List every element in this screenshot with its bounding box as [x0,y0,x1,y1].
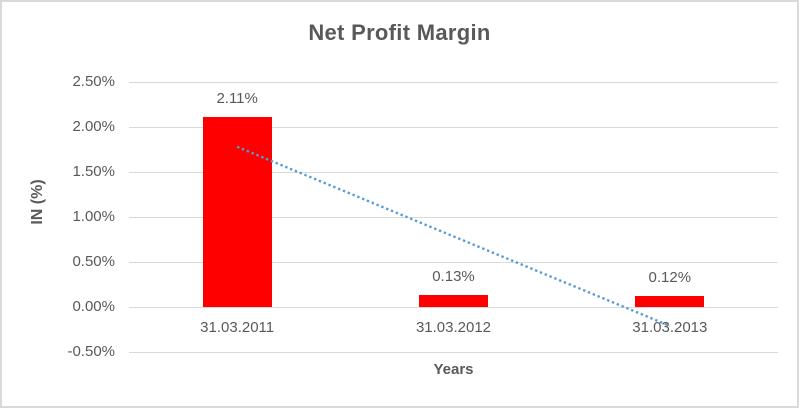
y-tick-label: 1.00% [72,208,115,225]
x-axis-title: Years [433,361,474,378]
x-category-label: 31.03.2012 [415,319,492,336]
bar[interactable] [202,117,272,307]
gridline [129,126,778,128]
y-tick-label: 0.00% [72,298,115,315]
chart-title: Net Profit Margin [308,20,491,45]
bar-data-label: 0.13% [432,268,475,286]
y-tick-label: 2.00% [72,118,115,135]
gridline [129,351,778,353]
y-tick-label: -0.50% [67,343,115,360]
x-category-label: 31.03.2011 [200,319,275,336]
y-tick-label: 0.50% [72,253,115,270]
bar[interactable] [635,296,705,307]
bar-data-label: 0.12% [648,269,692,287]
gridline [129,81,778,83]
bar-data-label: 2.11% [216,90,258,108]
y-tick-label: 1.50% [72,163,115,180]
bar[interactable] [419,295,488,307]
y-tick-label: 2.50% [72,73,115,90]
x-category-label: 31.03.2013 [632,319,708,336]
